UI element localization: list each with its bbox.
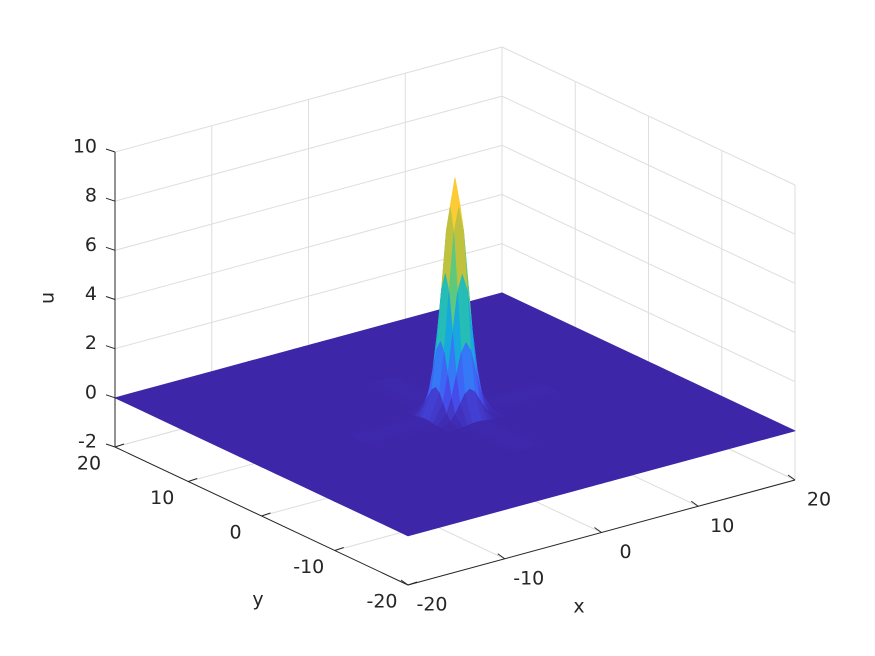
z-axis-label: u [37, 292, 59, 304]
x-tick-label: 20 [807, 489, 831, 511]
y-axis-label: y [252, 589, 263, 611]
y-tick [334, 547, 344, 551]
y-tick-label: 0 [229, 522, 241, 544]
x-tick [400, 579, 409, 586]
y-tick [407, 581, 418, 586]
x-tick-label: -10 [513, 567, 544, 589]
z-tick-label: 6 [85, 234, 97, 256]
y-tick [188, 478, 198, 482]
x-tick-label: 10 [710, 515, 734, 537]
y-tick [261, 512, 271, 517]
z-tick-label: 2 [85, 332, 97, 354]
y-tick-label: -20 [366, 591, 397, 613]
z-tick-label: -2 [78, 431, 97, 453]
z-tick [105, 246, 116, 251]
z-tick-label: 10 [73, 136, 97, 158]
z-tick-label: 4 [85, 283, 97, 305]
mesh-face [334, 474, 506, 537]
z-tick [105, 394, 116, 399]
x-tick [497, 553, 506, 560]
z-tick [105, 197, 116, 202]
z-tick [105, 443, 116, 448]
y-tick [114, 443, 125, 448]
y-tick-label: 10 [150, 487, 174, 509]
x-tick [787, 474, 796, 481]
z-tick [105, 296, 116, 300]
x-tick [594, 527, 602, 533]
x-axis-label: x [573, 596, 584, 618]
y-tick-label: -10 [293, 556, 324, 578]
surface [114, 177, 796, 537]
z-tick [105, 148, 116, 153]
z-tick-label: 8 [85, 185, 97, 207]
z-tick-label: 0 [85, 381, 97, 403]
z-tick [105, 345, 116, 350]
x-tick-label: 0 [619, 541, 631, 563]
x-tick [690, 500, 699, 507]
x-tick-label: -20 [416, 594, 447, 616]
y-tick-label: 20 [77, 453, 101, 475]
